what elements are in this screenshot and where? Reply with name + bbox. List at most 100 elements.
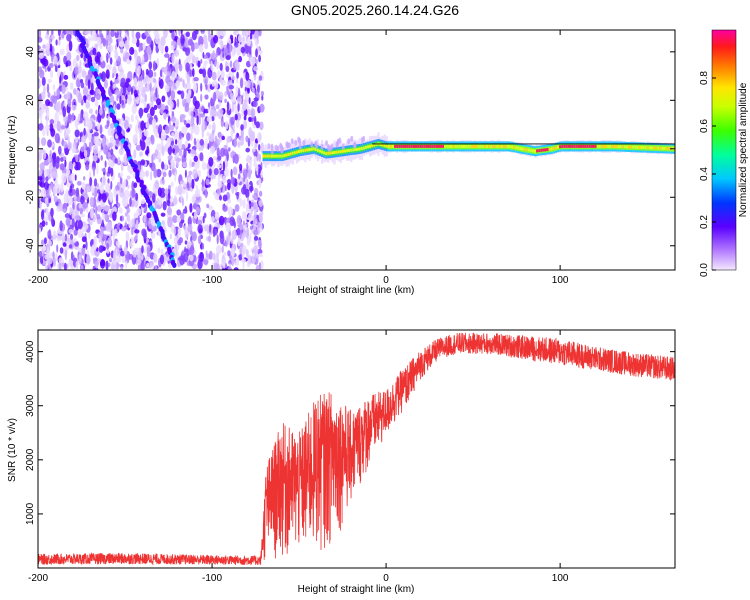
noise-speckle <box>184 83 188 89</box>
band-core <box>262 154 265 158</box>
noise-speckle <box>60 182 64 193</box>
noise-speckle <box>185 62 191 73</box>
noise-speckle <box>131 188 136 198</box>
noise-speckle <box>58 257 63 263</box>
noise-speckle <box>153 83 156 92</box>
noise-speckle <box>77 161 81 171</box>
band-core <box>542 148 545 152</box>
noise-speckle <box>39 200 42 211</box>
noise-speckle <box>223 47 229 57</box>
noise-speckle <box>102 175 106 186</box>
band-core <box>525 148 528 152</box>
band-core <box>557 145 560 149</box>
noise-speckle <box>139 108 143 119</box>
band-core <box>387 144 390 148</box>
band-core <box>356 147 359 151</box>
noise-speckle <box>159 254 165 265</box>
noise-speckle <box>106 52 109 63</box>
band-core <box>312 147 315 151</box>
noise-speckle <box>197 60 201 68</box>
noise-speckle <box>109 122 115 129</box>
noise-speckle <box>222 148 229 156</box>
noise-speckle <box>135 96 140 105</box>
band-core <box>506 144 510 148</box>
noise-speckle <box>143 129 149 137</box>
band-core <box>362 146 365 150</box>
noise-speckle <box>216 188 221 195</box>
noise-speckle <box>224 98 227 103</box>
noise-speckle <box>75 260 79 270</box>
trace-dot <box>89 65 95 72</box>
noise-speckle <box>38 123 44 131</box>
noise-speckle <box>246 155 250 163</box>
noise-speckle <box>98 192 102 202</box>
band-core <box>402 144 405 148</box>
noise-speckle <box>161 95 166 103</box>
noise-speckle <box>193 83 198 92</box>
noise-speckle <box>74 129 80 138</box>
noise-speckle <box>79 132 82 139</box>
band-core <box>458 144 461 148</box>
noise-speckle <box>80 213 85 218</box>
noise-speckle <box>254 30 260 39</box>
noise-speckle <box>88 108 93 114</box>
band-core <box>630 145 633 149</box>
noise-speckle <box>46 110 50 120</box>
noise-speckle <box>83 193 89 201</box>
trace-dot <box>101 94 107 100</box>
noise-speckle <box>48 198 51 204</box>
band-core <box>444 144 447 148</box>
noise-speckle <box>180 90 185 100</box>
noise-speckle <box>38 45 41 51</box>
band-core <box>477 144 480 148</box>
noise-speckle <box>149 82 152 92</box>
noise-speckle <box>249 185 254 192</box>
noise-speckle <box>202 51 205 59</box>
band-core <box>275 154 278 158</box>
noise-speckle <box>243 119 248 130</box>
noise-speckle <box>171 40 177 46</box>
noise-speckle <box>66 33 72 42</box>
noise-speckle <box>258 54 261 63</box>
noise-speckle <box>83 95 87 104</box>
noise-speckle <box>83 111 89 120</box>
noise-speckle <box>245 71 250 81</box>
noise-speckle <box>39 81 42 88</box>
noise-speckle <box>146 262 150 268</box>
noise-speckle <box>139 151 143 157</box>
noise-speckle <box>68 238 71 245</box>
band-core <box>283 154 286 158</box>
noise-speckle <box>168 263 172 269</box>
noise-speckle <box>249 32 253 40</box>
noise-speckle <box>58 260 62 270</box>
noise-speckle <box>230 116 235 126</box>
noise-speckle <box>259 103 265 113</box>
noise-speckle <box>236 215 242 224</box>
band-core <box>394 144 397 148</box>
noise-speckle <box>187 55 190 61</box>
noise-speckle <box>142 42 146 51</box>
noise-speckle <box>93 135 99 146</box>
noise-speckle <box>102 246 106 251</box>
noise-speckle <box>242 210 246 221</box>
noise-speckle <box>209 223 212 233</box>
noise-speckle <box>133 182 138 189</box>
noise-speckle <box>257 132 262 143</box>
noise-speckle <box>253 244 259 256</box>
noise-speckle <box>213 262 219 270</box>
noise-speckle <box>118 41 125 47</box>
noise-speckle <box>131 225 134 236</box>
noise-speckle <box>61 32 65 39</box>
noise-speckle <box>157 127 161 135</box>
noise-speckle <box>259 121 264 131</box>
noise-speckle <box>97 150 101 159</box>
noise-speckle <box>143 215 148 224</box>
band-core <box>544 148 547 152</box>
noise-speckle <box>137 80 143 91</box>
noise-speckle <box>46 168 50 175</box>
band-spike <box>270 148 274 155</box>
noise-speckle <box>190 116 195 127</box>
band-core <box>519 147 522 150</box>
band-core <box>285 153 288 157</box>
noise-speckle <box>42 128 46 137</box>
